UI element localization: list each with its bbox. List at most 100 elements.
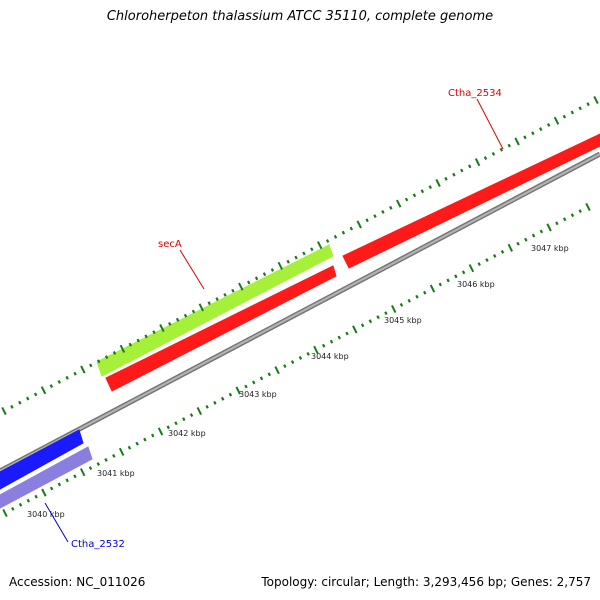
scale-label: 3044 kbp (311, 352, 349, 361)
minor-tick (88, 466, 93, 470)
gene-ctha-2533-bar[interactable] (0, 446, 93, 509)
minor-tick (18, 502, 23, 507)
minor-tick (428, 185, 432, 190)
minor-tick (578, 209, 582, 213)
minor-tick (310, 247, 314, 252)
gene-label-ctha-2534[interactable]: Ctha_2534 (448, 88, 502, 99)
minor-tick (298, 356, 303, 360)
minor-tick (144, 334, 148, 339)
scale-label: 3045 kbp (384, 316, 422, 325)
minor-tick (531, 233, 536, 238)
minor-tick (112, 454, 116, 458)
major-tick (391, 304, 397, 314)
minor-tick (578, 106, 582, 111)
gene-ctha-2532-bar[interactable] (0, 429, 84, 490)
minor-tick (555, 221, 559, 226)
minor-tick (294, 255, 298, 260)
minor-tick (322, 343, 326, 348)
minor-tick (507, 143, 511, 148)
minor-tick (65, 478, 69, 483)
outer-tick-row (1, 95, 599, 416)
major-tick (429, 284, 436, 293)
minor-tick (412, 193, 417, 198)
minor-tick (290, 360, 295, 364)
minor-tick (49, 486, 54, 491)
gene-seca-bar[interactable] (105, 265, 337, 392)
scale-label: 3046 kbp (457, 280, 495, 289)
major-tick (274, 366, 280, 375)
minor-tick (112, 351, 117, 355)
minor-tick (546, 122, 551, 127)
scale-label: 3042 kbp (168, 429, 206, 438)
minor-tick (244, 384, 248, 389)
major-tick (593, 95, 599, 105)
minor-tick (168, 321, 172, 326)
minor-tick (34, 494, 38, 499)
major-tick (277, 261, 283, 270)
minor-tick (444, 176, 448, 181)
minor-tick (247, 280, 251, 285)
minor-tick (420, 189, 425, 194)
minor-tick (151, 433, 155, 438)
minor-tick (345, 331, 349, 336)
minor-tick (262, 272, 267, 277)
minor-tick (399, 302, 404, 307)
minor-tick (570, 110, 574, 115)
minor-tick (252, 380, 256, 385)
major-tick (196, 406, 202, 416)
minor-tick (49, 384, 54, 389)
minor-tick (270, 268, 275, 272)
minor-tick (389, 205, 393, 210)
minor-tick (128, 342, 132, 347)
minor-tick (104, 355, 109, 359)
minor-tick (205, 405, 209, 409)
minor-tick (228, 392, 233, 397)
major-tick (159, 324, 165, 333)
label-leader-line (44, 502, 69, 543)
minor-tick (539, 229, 544, 234)
minor-tick (11, 507, 15, 511)
gene-label-seca[interactable]: secA (158, 239, 182, 250)
minor-tick (223, 293, 227, 297)
scale-label: 3041 kbp (97, 469, 135, 478)
minor-tick (500, 250, 505, 254)
major-tick (546, 223, 552, 232)
label-leader-line (179, 249, 205, 290)
gene-label-ctha-2532[interactable]: Ctha_2532 (71, 539, 125, 550)
minor-tick (267, 372, 271, 377)
minor-tick (491, 152, 496, 156)
minor-tick (182, 417, 186, 422)
minor-tick (152, 330, 156, 335)
major-tick (41, 488, 47, 497)
major-tick (553, 116, 560, 125)
minor-tick (136, 338, 140, 343)
minor-tick (523, 135, 527, 140)
minor-tick (404, 197, 409, 202)
minor-tick (570, 213, 575, 218)
minor-tick (452, 172, 456, 177)
minor-tick (306, 351, 310, 356)
minor-tick (423, 290, 427, 295)
minor-tick (531, 131, 535, 136)
minor-tick (215, 297, 219, 301)
minor-tick (477, 262, 481, 266)
rna-gene-bar[interactable] (96, 244, 334, 377)
minor-tick (26, 498, 30, 503)
major-tick (238, 282, 244, 291)
minor-tick (325, 239, 330, 243)
major-tick (507, 243, 513, 252)
minor-tick (207, 301, 211, 306)
gene-labels: Ctha_2534 secA Ctha_2532 (44, 88, 504, 550)
minor-tick (174, 421, 178, 426)
minor-tick (175, 317, 180, 322)
minor-tick (65, 375, 69, 380)
minor-tick (539, 127, 543, 132)
major-tick (396, 199, 402, 208)
minor-tick (407, 298, 411, 303)
gene-ctha-2534-bar[interactable] (342, 133, 600, 269)
minor-tick (283, 364, 287, 369)
minor-tick (563, 217, 567, 222)
minor-tick (329, 339, 334, 344)
minor-tick (373, 214, 377, 218)
